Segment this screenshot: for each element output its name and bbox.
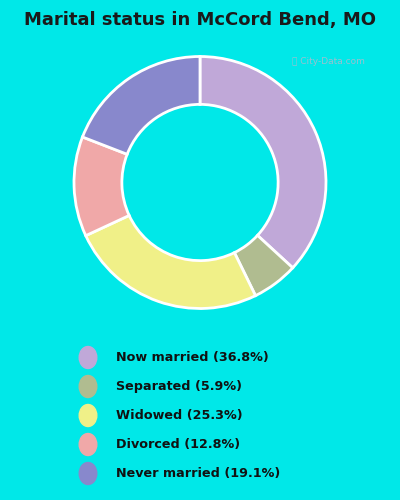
Wedge shape <box>82 56 200 154</box>
Wedge shape <box>234 236 293 296</box>
Text: Never married (19.1%): Never married (19.1%) <box>116 467 280 480</box>
Text: Marital status in McCord Bend, MO: Marital status in McCord Bend, MO <box>24 11 376 29</box>
Text: Now married (36.8%): Now married (36.8%) <box>116 351 269 364</box>
Wedge shape <box>86 216 256 308</box>
Text: Divorced (12.8%): Divorced (12.8%) <box>116 438 240 451</box>
Text: Separated (5.9%): Separated (5.9%) <box>116 380 242 393</box>
Wedge shape <box>200 56 326 268</box>
Text: ⓘ City-Data.com: ⓘ City-Data.com <box>292 58 364 66</box>
Wedge shape <box>74 137 129 235</box>
Text: Widowed (25.3%): Widowed (25.3%) <box>116 409 243 422</box>
